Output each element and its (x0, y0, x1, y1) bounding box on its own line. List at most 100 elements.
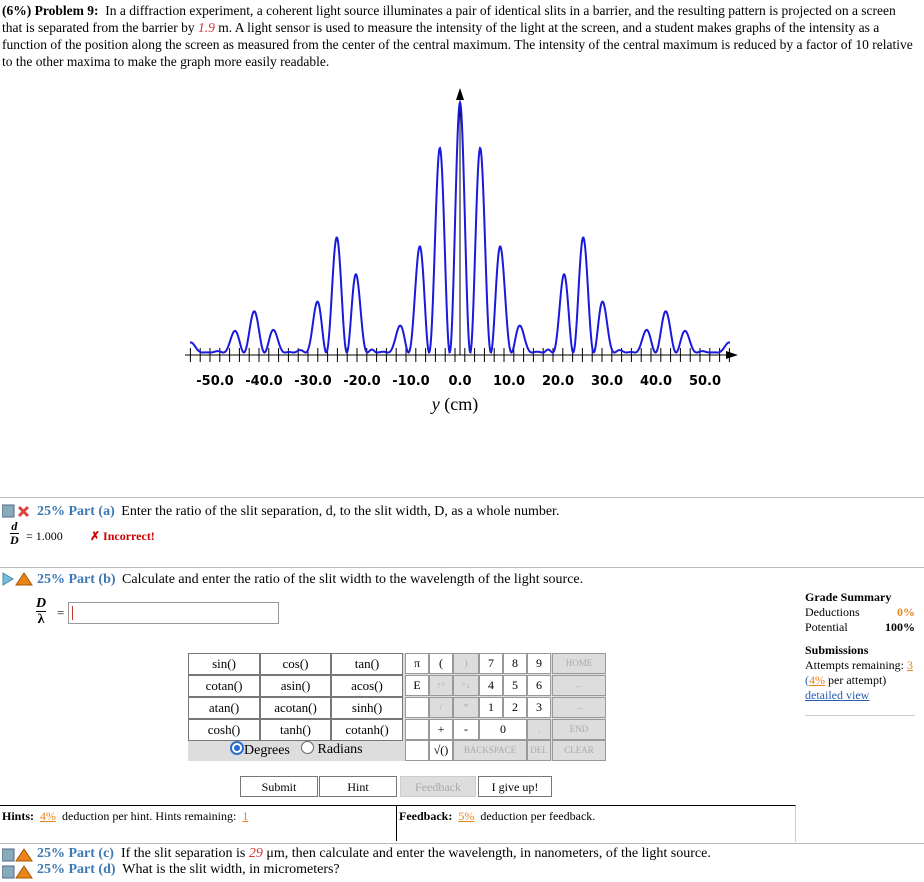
part-b: 25% Part (b) Calculate and enter the rat… (37, 571, 583, 588)
text: What is the slit width, in micrometers? (122, 862, 340, 877)
blank-key (405, 697, 429, 718)
function-key[interactable]: sin() (188, 653, 260, 675)
function-key[interactable]: tanh() (260, 719, 331, 741)
blank-key (405, 740, 429, 761)
x-tick-label: -50.0 (196, 374, 233, 389)
key[interactable]: π (405, 653, 429, 674)
function-key[interactable]: asin() (260, 675, 331, 697)
key[interactable]: 2 (503, 697, 527, 718)
function-key[interactable]: sinh() (331, 697, 403, 719)
blank-key (405, 719, 429, 740)
key: ^↓ (453, 675, 479, 696)
icons (2, 848, 33, 879)
value: 4% (809, 673, 825, 687)
text: deduction per feedback. (480, 809, 596, 823)
key[interactable]: √() (429, 740, 453, 761)
equals: = (57, 605, 65, 620)
value: 1 (242, 809, 249, 823)
function-key[interactable]: cotan() (188, 675, 260, 697)
function-key[interactable]: acotan() (260, 697, 331, 719)
key[interactable]: 1 (479, 697, 503, 718)
part-label: 25% Part (c) (37, 846, 114, 861)
text: μm, then calculate and enter the wavelen… (266, 846, 711, 861)
function-key[interactable]: cotanh() (331, 719, 403, 741)
label: Deductions (805, 605, 860, 619)
text: m. A light sensor is used to measure the… (2, 20, 913, 69)
answer-input[interactable] (68, 602, 279, 624)
key[interactable]: 4 (479, 675, 503, 696)
separator (0, 567, 924, 568)
key: END (552, 719, 606, 740)
label: Radians (317, 742, 363, 757)
function-key[interactable]: cos() (260, 653, 331, 675)
key[interactable]: 5 (503, 675, 527, 696)
key[interactable]: 0 (479, 719, 527, 740)
key[interactable]: 9 (527, 653, 551, 674)
key: CLEAR (552, 740, 606, 761)
key[interactable]: - (453, 719, 479, 740)
key[interactable]: 3 (527, 697, 551, 718)
key[interactable]: E (405, 675, 429, 696)
problem-label: (6%) Problem 9: (2, 3, 99, 18)
key[interactable]: 6 (527, 675, 551, 696)
icons (2, 572, 33, 586)
problem-text: (6%) Problem 9: In a diffraction experim… (2, 2, 914, 70)
key: ) (453, 653, 479, 674)
text: Calculate and enter the ratio of the sli… (122, 572, 584, 587)
key: → (552, 697, 606, 718)
separator (0, 843, 924, 844)
text: Enter the ratio of the slit separation, … (121, 504, 560, 519)
value: 3 (906, 658, 913, 672)
title: Submissions (805, 643, 869, 657)
part-label: 25% Part (b) (37, 572, 116, 587)
text: If the slit separation is (120, 846, 246, 861)
icons (2, 504, 30, 518)
graph: y (cm) -50.0 -40.0 -30.0 -20.0 -10.0 0.0 10.0 2… (185, 88, 738, 415)
value: 100% (885, 620, 915, 634)
key[interactable]: ( (429, 653, 453, 674)
function-key[interactable]: acos() (331, 675, 403, 697)
hint-button[interactable]: Hint (319, 776, 397, 797)
keypad: Degrees Radians sin() cos() tan() cotan() as… (188, 653, 606, 761)
give-up-button[interactable]: I give up! (478, 776, 552, 797)
key: BACKSPACE (453, 740, 527, 761)
key[interactable]: 8 (503, 653, 527, 674)
text: ( (805, 673, 809, 687)
part-d: 25% Part (d) What is the slit width, in … (37, 862, 340, 878)
key[interactable]: + (429, 719, 453, 740)
hints: Hints: 4% deduction per hint. Hints rema… (2, 809, 248, 824)
link[interactable]: detailed view (805, 688, 870, 702)
title: Grade Summary (805, 590, 892, 604)
key: . (527, 719, 551, 740)
x-tick-label: -10.0 (392, 374, 429, 389)
x-tick-label: 10.0 (493, 374, 525, 389)
denominator: D (10, 533, 19, 547)
label: Potential (805, 620, 848, 634)
separator (0, 497, 924, 498)
x-tick-label: 50.0 (689, 374, 721, 389)
value: 4% (40, 809, 57, 823)
status: ✗ Incorrect! (90, 529, 155, 543)
radians-option[interactable]: Radians (301, 741, 363, 758)
answer: = 1.000 (26, 529, 63, 543)
key[interactable]: 7 (479, 653, 503, 674)
function-key[interactable]: tan() (331, 653, 403, 675)
x-tick-label: -20.0 (343, 374, 380, 389)
arrow (726, 351, 738, 359)
key: DEL (527, 740, 551, 761)
key: ← (552, 675, 606, 696)
divider (396, 806, 397, 841)
part-c: 25% Part (c) If the slit separation is 2… (37, 846, 711, 862)
label: Attempts remaining: (805, 658, 904, 672)
text: deduction per hint. Hints remaining: (62, 809, 237, 823)
function-key[interactable]: atan() (188, 697, 260, 719)
numerator: d (10, 519, 19, 534)
label: Hints: (2, 809, 35, 823)
submit-button[interactable]: Submit (240, 776, 318, 797)
degrees-option[interactable]: Degrees (230, 741, 290, 759)
feedback: Feedback: 5% deduction per feedback. (399, 809, 595, 824)
x-tick-label: 20.0 (542, 374, 574, 389)
function-key[interactable]: cosh() (188, 719, 260, 741)
